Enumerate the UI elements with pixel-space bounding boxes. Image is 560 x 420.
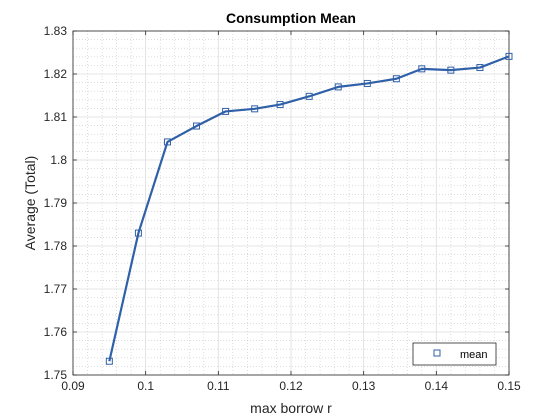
data-point [334,83,342,91]
y-tick-label: 1.82 [44,67,68,81]
x-tick-label: 0.13 [352,379,376,393]
data-point [305,92,313,100]
y-axis-label: Average (Total) [22,156,38,251]
x-tick-label: 0.15 [497,379,521,393]
series-line-mean [108,55,510,362]
y-tick-label: 1.76 [44,325,68,339]
data-point [276,101,284,109]
y-tick-label: 1.81 [44,110,68,124]
data-point [505,52,513,60]
data-point [134,229,142,237]
y-axis-ticks: 1.75 1.76 1.77 1.78 1.79 1.8 1.81 1.82 1.83 [44,24,509,382]
x-tick-label: 0.09 [61,379,85,393]
data-point [222,107,230,115]
y-tick-label: 1.83 [44,24,68,38]
x-tick-label: 0.14 [425,379,449,393]
y-tick-label: 1.79 [44,196,68,210]
x-axis-label: max borrow r [250,400,332,416]
x-axis-ticks: 0.09 0.1 0.11 0.12 0.13 0.14 0.15 [61,31,521,393]
chart-title: Consumption Mean [226,10,356,26]
legend: mean [412,342,497,366]
data-point [251,105,259,113]
data-point [476,64,484,72]
y-tick-label: 1.78 [44,239,68,253]
y-tick-label: 1.77 [44,282,68,296]
data-point [105,357,113,365]
x-tick-label: 0.1 [137,379,154,393]
data-point [418,65,426,73]
legend-box [412,342,497,366]
data-point [392,75,400,83]
x-tick-label: 0.11 [207,379,230,393]
data-point [163,138,171,146]
data-point [363,79,371,87]
data-point [447,66,455,74]
legend-label-mean: mean [460,349,488,361]
data-point [193,122,201,130]
x-tick-label: 0.12 [279,379,303,393]
legend-marker-mean [433,349,441,357]
y-tick-label: 1.8 [50,153,67,167]
y-tick-label: 1.75 [44,368,68,382]
series-layer [105,52,513,365]
